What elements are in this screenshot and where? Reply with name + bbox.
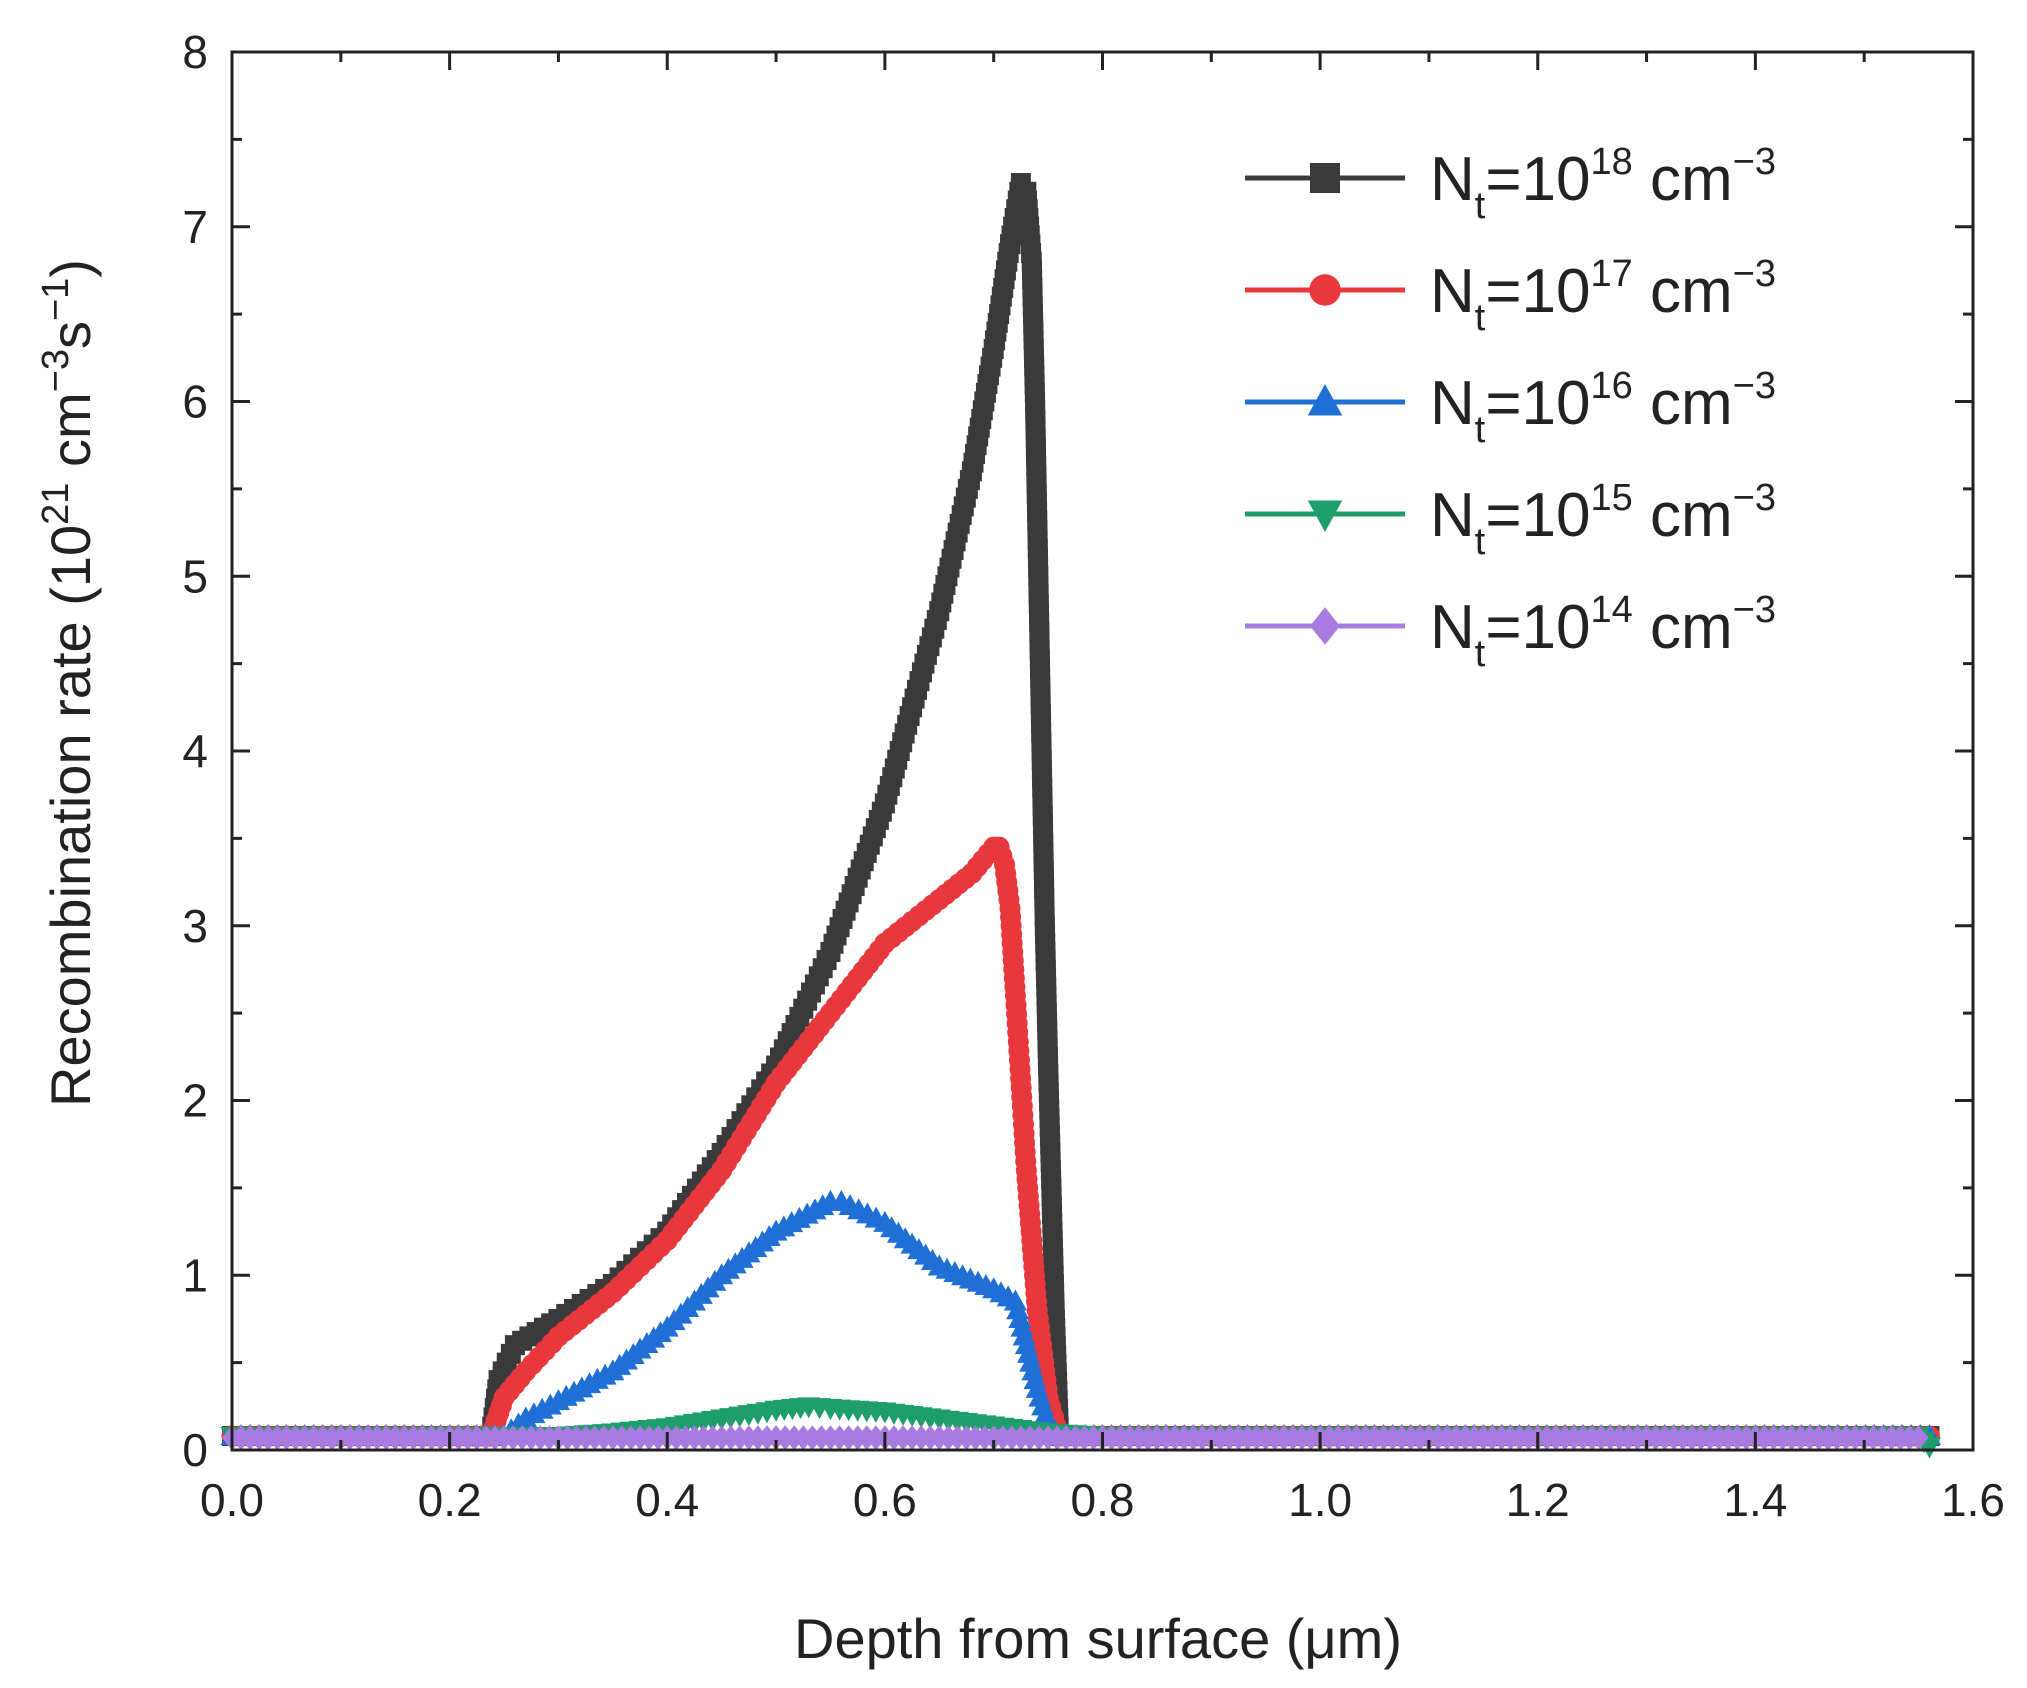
legend-marker [1307,500,1343,532]
legend-label: Nt=1015 cm−3 [1430,477,1776,563]
x-tick-label: 0.4 [635,1474,699,1526]
legend-label: Nt=1016 cm−3 [1430,365,1776,451]
y-tick-label: 8 [182,26,208,78]
plot-series [220,173,1941,1459]
x-tick-label: 1.2 [1506,1474,1570,1526]
legend-marker [1310,607,1340,645]
legend-entry: Nt=1015 cm−3 [1245,477,1776,563]
data-point [1908,1425,1929,1451]
x-tick-label: 0.2 [418,1474,482,1526]
x-tick-label: 0.8 [1071,1474,1135,1526]
x-tick-label: 1.0 [1288,1474,1352,1526]
legend-entry: Nt=1018 cm−3 [1245,141,1776,227]
y-tick-label: 4 [182,725,208,777]
series-5 [222,1425,1929,1451]
x-tick-label: 1.6 [1941,1474,2005,1526]
y-tick-label: 6 [182,376,208,428]
ticks: 0.0 0.2 0.4 0.6 0.8 1.0 1.2 1.4 1.6 0 1 2 3 4 5 6 7 8 [182,26,2005,1526]
x-tick-label: 0.0 [200,1474,264,1526]
legend-marker [1307,384,1343,416]
y-tick-label: 3 [182,900,208,952]
legend-label: Nt=1017 cm−3 [1430,253,1776,339]
legend-marker [1309,274,1341,306]
legend-entry: Nt=1017 cm−3 [1245,253,1776,339]
legend-marker [1310,163,1340,193]
legend-entry: Nt=1014 cm−3 [1245,589,1776,675]
y-tick-label: 7 [182,201,208,253]
y-axis-label: Recombination rate (1021 cm−3s−1) [35,259,102,1107]
y-tick-label: 1 [182,1249,208,1301]
legend-label: Nt=1014 cm−3 [1430,589,1776,675]
y-tick-label: 2 [182,1075,208,1127]
legend-entry: Nt=1016 cm−3 [1245,365,1776,451]
x-tick-label: 0.6 [853,1474,917,1526]
x-tick-label: 1.4 [1723,1474,1787,1526]
legend: Nt=1018 cm−3 Nt=1017 cm−3 Nt=1016 cm−3 Nt=1… [1245,141,1776,675]
y-tick-label: 5 [182,550,208,602]
x-axis-label: Depth from surface (μm) [794,1607,1402,1670]
y-tick-label: 0 [182,1424,208,1476]
legend-label: Nt=1018 cm−3 [1430,141,1776,227]
